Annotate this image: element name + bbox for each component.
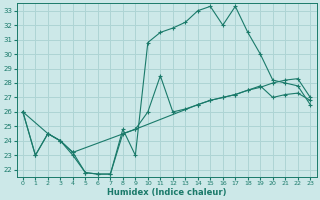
X-axis label: Humidex (Indice chaleur): Humidex (Indice chaleur) (107, 188, 226, 197)
